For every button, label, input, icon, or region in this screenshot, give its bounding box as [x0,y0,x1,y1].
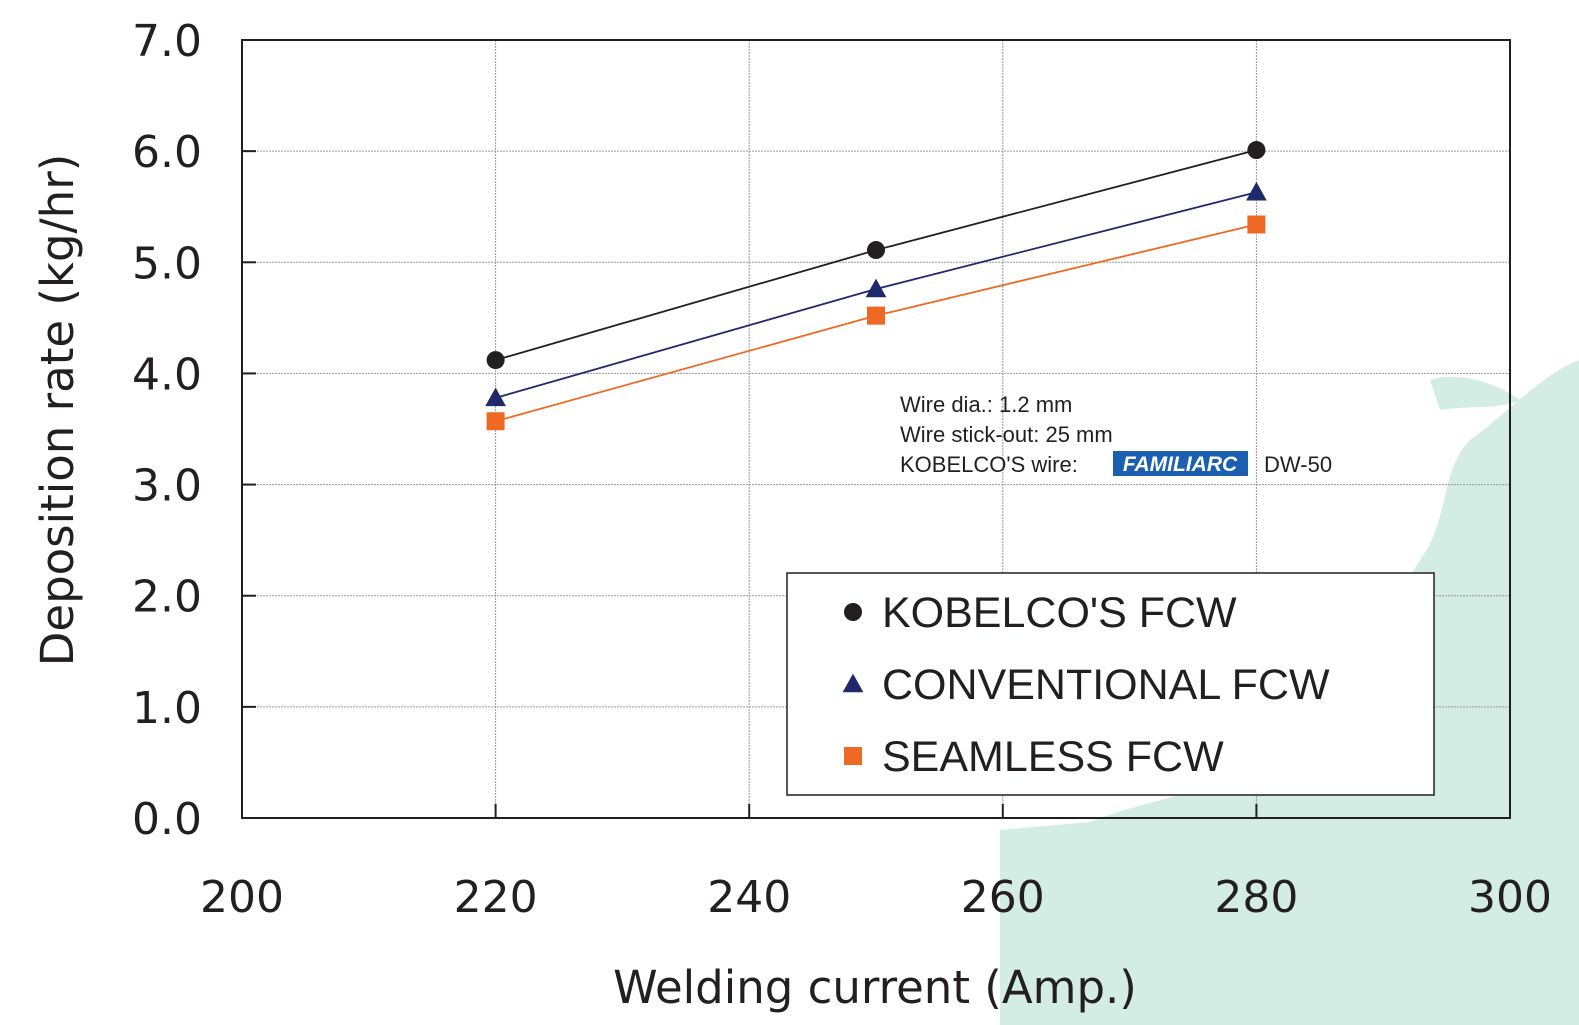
x-axis-title: Welding current (Amp.) [613,961,1137,1014]
legend-label: KOBELCO'S FCW [882,589,1237,637]
y-axis-title: Deposition rate (kg/hr) [31,154,84,667]
data-point [867,306,885,325]
y-tick-label: 0.0 [132,794,202,845]
plot-area [241,39,1511,819]
legend-marker [844,747,862,765]
x-axis-ticks: 200 220 240 260 280 300 [200,804,1552,923]
data-point [485,387,506,407]
background-map [1000,360,1579,1025]
data-point [486,351,505,370]
y-tick-label: 3.0 [132,461,202,512]
series-layer [485,141,1267,431]
data-point [867,241,885,260]
y-axis-ticks: 0.0 1.0 2.0 3.0 4.0 5.0 6.0 7.0 [132,16,256,845]
y-tick-label: 4.0 [132,349,202,400]
legend: KOBELCO'S FCW CONVENTIONAL FCW SEAMLESS FC… [786,572,1435,796]
x-tick-label: 300 [1468,872,1552,923]
legend-marker [842,673,864,693]
series-circle [486,141,1266,370]
series-square [486,215,1266,431]
y-tick-label: 1.0 [132,683,202,734]
x-tick-label: 280 [1214,872,1298,923]
data-point [1247,141,1266,160]
data-point [1246,181,1267,201]
plot-frame [241,39,1511,819]
data-point [865,278,887,298]
data-point [1247,215,1266,234]
legend-label: CONVENTIONAL FCW [882,661,1330,709]
y-tick-label: 7.0 [132,16,202,67]
note-wire-prefix: KOBELCO'S wire: [900,452,1078,477]
note-wire-dia: Wire dia.: 1.2 mm [900,392,1072,417]
familiarc-logo: FAMILIARC [1113,451,1248,476]
x-tick-label: 260 [961,872,1045,923]
familiarc-logo-text: FAMILIARC [1123,453,1238,476]
y-tick-label: 5.0 [132,238,202,289]
y-tick-label: 6.0 [132,127,202,178]
y-tick-label: 2.0 [132,572,202,623]
x-tick-label: 200 [200,872,284,923]
note-wire-suffix: DW-50 [1264,452,1332,477]
x-tick-label: 240 [707,872,791,923]
x-tick-label: 220 [454,872,538,923]
data-point [486,412,505,431]
legend-label: SEAMLESS FCW [882,733,1224,781]
wire-note: Wire dia.: 1.2 mm Wire stick-out: 25 mm … [900,392,1332,477]
legend-marker [844,603,862,621]
legend-box [786,572,1435,796]
note-stick-out: Wire stick-out: 25 mm [900,422,1113,447]
series-triangle [485,181,1267,407]
